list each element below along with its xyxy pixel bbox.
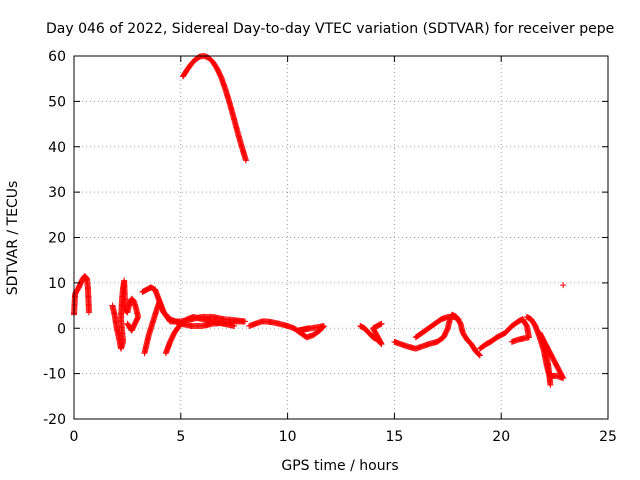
x-tick-label: 15	[385, 429, 403, 445]
data-point	[378, 320, 385, 327]
data-point	[455, 316, 462, 323]
data-point	[476, 352, 483, 359]
y-tick-label: 0	[57, 321, 66, 337]
data-point	[85, 309, 92, 316]
grid-layer	[74, 56, 608, 419]
series-arc-late-a	[391, 311, 483, 359]
x-tick-label: 0	[70, 429, 79, 445]
x-tick-label: 5	[176, 429, 185, 445]
y-tick-label: 20	[48, 231, 66, 247]
y-tick-label: 60	[48, 49, 66, 65]
x-axis-label: GPS time / hours	[281, 458, 398, 474]
y-tick-label: 40	[48, 140, 66, 156]
y-tick-label: 30	[48, 185, 66, 201]
y-tick-label: -10	[43, 367, 66, 383]
series-arc-mid	[246, 318, 327, 341]
series-arc-late-b	[412, 313, 462, 341]
data-point	[125, 321, 132, 328]
series-arc-late-c	[476, 316, 532, 352]
data-point	[241, 318, 248, 325]
data-point	[124, 320, 131, 327]
y-tick-label: 50	[48, 94, 66, 110]
data-point	[560, 282, 567, 289]
data-point	[242, 157, 249, 164]
y-tick-label: 10	[48, 276, 66, 292]
data-point	[476, 351, 483, 358]
x-tick-label: 10	[279, 429, 297, 445]
y-axis-label: SDTVAR / TECUs	[5, 181, 21, 296]
data-point	[547, 381, 554, 388]
series-arc-high	[179, 53, 249, 164]
data-point	[305, 325, 312, 332]
series-arc-end	[523, 313, 567, 388]
chart-title: Day 046 of 2022, Sidereal Day-to-day VTE…	[46, 21, 614, 37]
data-point	[231, 322, 238, 329]
y-tick-label: -20	[43, 412, 66, 428]
x-tick-label: 20	[492, 429, 510, 445]
x-tick-label: 25	[599, 429, 617, 445]
data-point	[508, 338, 515, 345]
series-arc-early	[109, 277, 142, 352]
series-arc-cross-c	[162, 313, 238, 357]
points-layer	[71, 53, 567, 388]
ticks-layer: 0 5 10 15 20 25 -20 -10 0 10 20 30 40 50 60	[43, 49, 617, 445]
series-arc-mid2	[357, 320, 385, 348]
series-point-iso	[560, 282, 567, 289]
